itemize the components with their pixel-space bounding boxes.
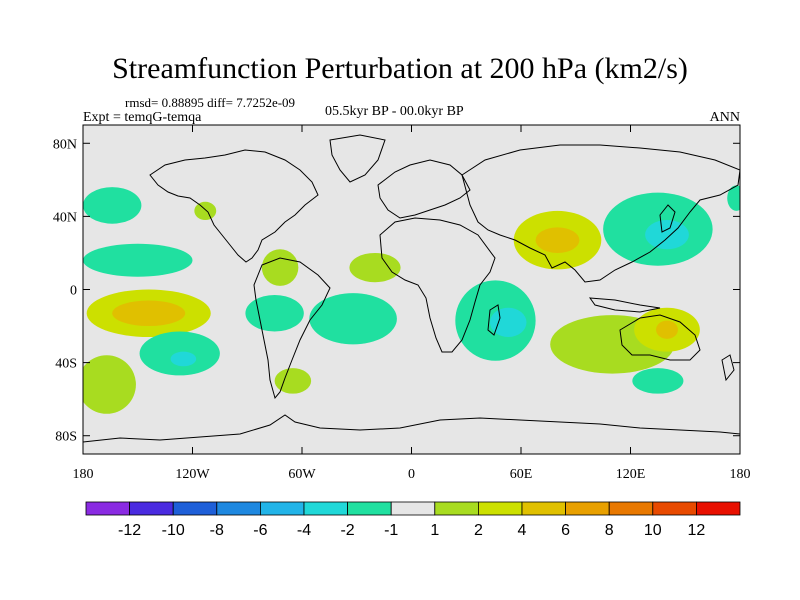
coastline-japan <box>659 204 676 233</box>
axis-ticks: 180 120W 60W 0 60E 120E 180 80N 40N 0 40S 80S <box>53 125 751 482</box>
colorbar-box <box>85 501 130 516</box>
anomaly-region <box>112 300 186 327</box>
colorbar-box <box>434 501 479 516</box>
anomaly-region <box>535 227 580 253</box>
coastline-madagascar <box>487 304 501 336</box>
coastline-antarctica <box>83 414 740 443</box>
coastline-asia <box>461 144 740 283</box>
colorbar-box <box>390 501 436 516</box>
colorbar-box <box>259 501 305 516</box>
anomaly-region <box>309 293 397 345</box>
anomaly-region <box>83 187 142 224</box>
coastline-australia <box>619 314 701 361</box>
colorbar-box <box>608 501 654 516</box>
colorbar-label: 2 <box>474 522 483 539</box>
colorbar-boxes <box>85 501 741 516</box>
colorbar-label: 6 <box>561 522 570 539</box>
colorbar-label: -6 <box>253 522 267 539</box>
y-tick-label: 40N <box>53 210 77 225</box>
season-label: ANN <box>709 110 740 125</box>
colorbar-box <box>347 501 392 516</box>
colorbar-label: -1 <box>384 522 398 539</box>
x-tick-label: 120E <box>616 467 646 482</box>
colorbar-box <box>477 501 523 516</box>
anomaly-region <box>349 252 401 283</box>
x-tick-label: 180 <box>73 467 94 482</box>
colorbar-box <box>652 501 697 516</box>
colorbar-box <box>129 501 174 516</box>
coastline-indonesia <box>588 297 661 313</box>
colorbar-label: -4 <box>297 522 311 539</box>
colorbar-label: 1 <box>430 522 439 539</box>
colorbar-label: -12 <box>118 522 141 539</box>
experiment-label: Expt = temqG-temqa <box>83 110 202 125</box>
coastline-greenland <box>329 134 386 183</box>
coastline-north-america <box>149 149 319 263</box>
coastline-europe <box>377 159 471 219</box>
y-tick-label: 40S <box>55 357 77 372</box>
colorbar-label: 8 <box>605 522 614 539</box>
colorbar-label: 10 <box>644 522 662 539</box>
anomaly-region <box>261 249 299 286</box>
map-background <box>83 125 740 454</box>
anomaly-region <box>170 351 197 367</box>
colorbar-box <box>216 501 261 516</box>
anomaly-region <box>83 243 193 277</box>
x-tick-label: 60E <box>510 467 533 482</box>
colorbar-label: 4 <box>518 522 527 539</box>
anomaly-region <box>656 320 678 339</box>
y-tick-label: 0 <box>70 284 77 299</box>
x-tick-label: 60W <box>288 467 316 482</box>
anomaly-region <box>632 368 684 394</box>
y-tick-label: 80S <box>55 430 77 445</box>
colorbar-box <box>565 501 610 516</box>
anomaly-region <box>83 355 136 414</box>
coastline-south-america <box>253 257 331 400</box>
stats-text: rmsd= 0.88895 diff= 7.7252e-09 <box>125 95 296 110</box>
x-tick-label: 180 <box>730 467 751 482</box>
colorbar-box <box>696 501 741 516</box>
colorbar-box <box>172 501 218 516</box>
colorbar-label: -10 <box>162 522 185 539</box>
contour-fill-layer <box>83 185 740 414</box>
anomaly-region <box>194 201 217 221</box>
colorbar-label: 12 <box>688 522 706 539</box>
period-label: 05.5kyr BP - 00.0kyr BP <box>325 104 464 119</box>
chart-title: Streamfunction Perturbation at 200 hPa (… <box>112 52 688 85</box>
colorbar-labels: -12 -10 -8 -6 -4 -2 -1 1 2 4 6 8 10 12 <box>118 522 705 539</box>
colorbar-label: -8 <box>210 522 224 539</box>
coastlines <box>83 134 740 443</box>
anomaly-region <box>274 368 312 394</box>
coastline-africa <box>379 217 496 353</box>
x-tick-label: 0 <box>408 467 415 482</box>
colorbar-box <box>303 501 348 516</box>
anomaly-region <box>727 185 740 211</box>
x-tick-label: 120W <box>175 467 210 482</box>
colorbar-label: -2 <box>340 522 354 539</box>
colorbar-box <box>521 501 566 516</box>
coastline-new-zealand <box>721 354 735 382</box>
y-tick-label: 80N <box>53 137 77 152</box>
